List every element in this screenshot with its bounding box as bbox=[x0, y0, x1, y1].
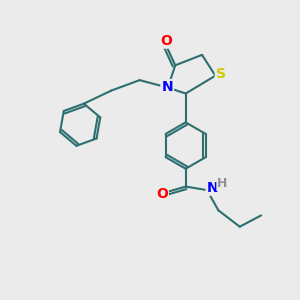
Text: N: N bbox=[207, 181, 218, 195]
Text: O: O bbox=[156, 187, 168, 201]
Text: H: H bbox=[217, 177, 228, 190]
Text: N: N bbox=[161, 80, 173, 94]
Text: S: S bbox=[216, 67, 226, 81]
Text: O: O bbox=[160, 34, 172, 48]
